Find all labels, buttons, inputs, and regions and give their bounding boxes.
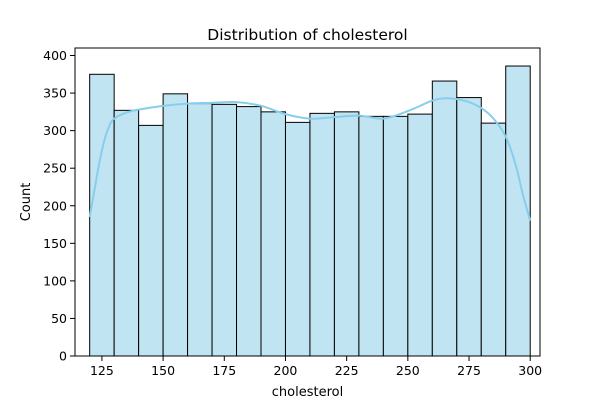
x-tick-label: 175 [212,363,236,378]
y-tick-label: 400 [43,48,67,63]
y-tick-label: 250 [43,161,67,176]
x-tick-label: 125 [90,363,114,378]
kde-line [88,97,532,222]
histogram-bar [162,93,189,357]
x-tick-label: 225 [335,363,359,378]
y-tick-label: 350 [43,86,67,101]
histogram-bar [309,112,335,357]
histogram-bar [284,121,311,357]
x-tick-label: 275 [457,363,481,378]
x-tick-label: 250 [396,363,420,378]
histogram-bar [211,103,238,357]
histogram-bar [113,109,140,357]
histogram-bar [456,97,482,357]
histogram-bar [480,122,507,357]
chart-title: Distribution of cholesterol [207,26,407,44]
histogram-bar [187,103,213,357]
y-tick-label: 0 [59,349,67,364]
y-tick-label: 150 [43,236,67,251]
histogram-bar [236,106,262,357]
y-tick-label: 300 [43,123,67,138]
histogram-bar [358,115,384,357]
x-axis-ticks: 125 150 175 200 225 250 275 300 [90,356,542,378]
histogram-bar [505,65,531,357]
y-tick-label: 100 [43,273,67,288]
histogram-bars [89,65,531,357]
x-axis-label: cholesterol [272,385,343,400]
kde-curve [88,97,532,222]
histogram-bar [260,111,286,357]
histogram-bar [89,73,115,357]
plot-frame [74,47,541,357]
x-tick-label: 200 [274,363,298,378]
y-tick-label: 200 [43,198,67,213]
y-axis-ticks: 0 50 100 150 200 250 300 350 400 [43,48,75,364]
histogram-bar [431,80,458,357]
y-axis-label: Count [19,183,34,222]
x-tick-label: 150 [151,363,175,378]
histogram-bar [382,115,409,357]
histogram-bar [138,124,164,357]
histogram-bar [333,111,360,357]
x-tick-label: 300 [518,363,542,378]
histogram-bar [407,113,433,357]
y-tick-label: 50 [51,311,67,326]
